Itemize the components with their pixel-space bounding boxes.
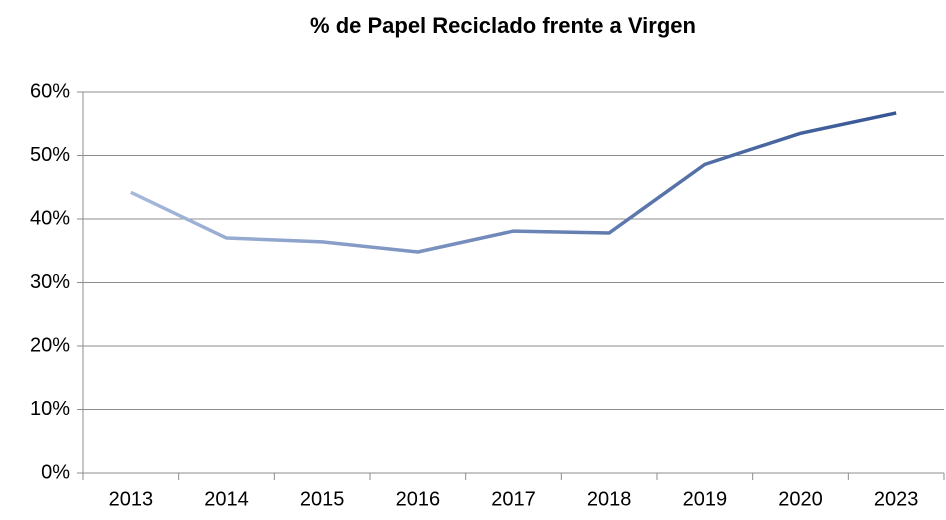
x-tick-label: 2016 bbox=[396, 488, 441, 510]
x-tick-label: 2019 bbox=[683, 488, 728, 510]
y-tick-label: 50% bbox=[30, 144, 70, 166]
x-tick-label: 2018 bbox=[587, 488, 632, 510]
x-tick-label: 2020 bbox=[778, 488, 823, 510]
x-tick-label: 2014 bbox=[204, 488, 249, 510]
x-tick-label: 2017 bbox=[491, 488, 536, 510]
y-tick-label: 60% bbox=[30, 80, 70, 102]
y-tick-label: 30% bbox=[30, 271, 70, 293]
x-tick-label: 2023 bbox=[874, 488, 919, 510]
y-tick-label: 10% bbox=[30, 398, 70, 420]
series-line bbox=[130, 111, 897, 254]
y-tick-label: 0% bbox=[41, 461, 70, 483]
x-tick-label: 2015 bbox=[300, 488, 345, 510]
y-tick-label: 40% bbox=[30, 207, 70, 229]
x-tick-label: 2013 bbox=[109, 488, 154, 510]
chart-title: % de Papel Reciclado frente a Virgen bbox=[310, 13, 696, 38]
y-tick-label: 20% bbox=[30, 334, 70, 356]
